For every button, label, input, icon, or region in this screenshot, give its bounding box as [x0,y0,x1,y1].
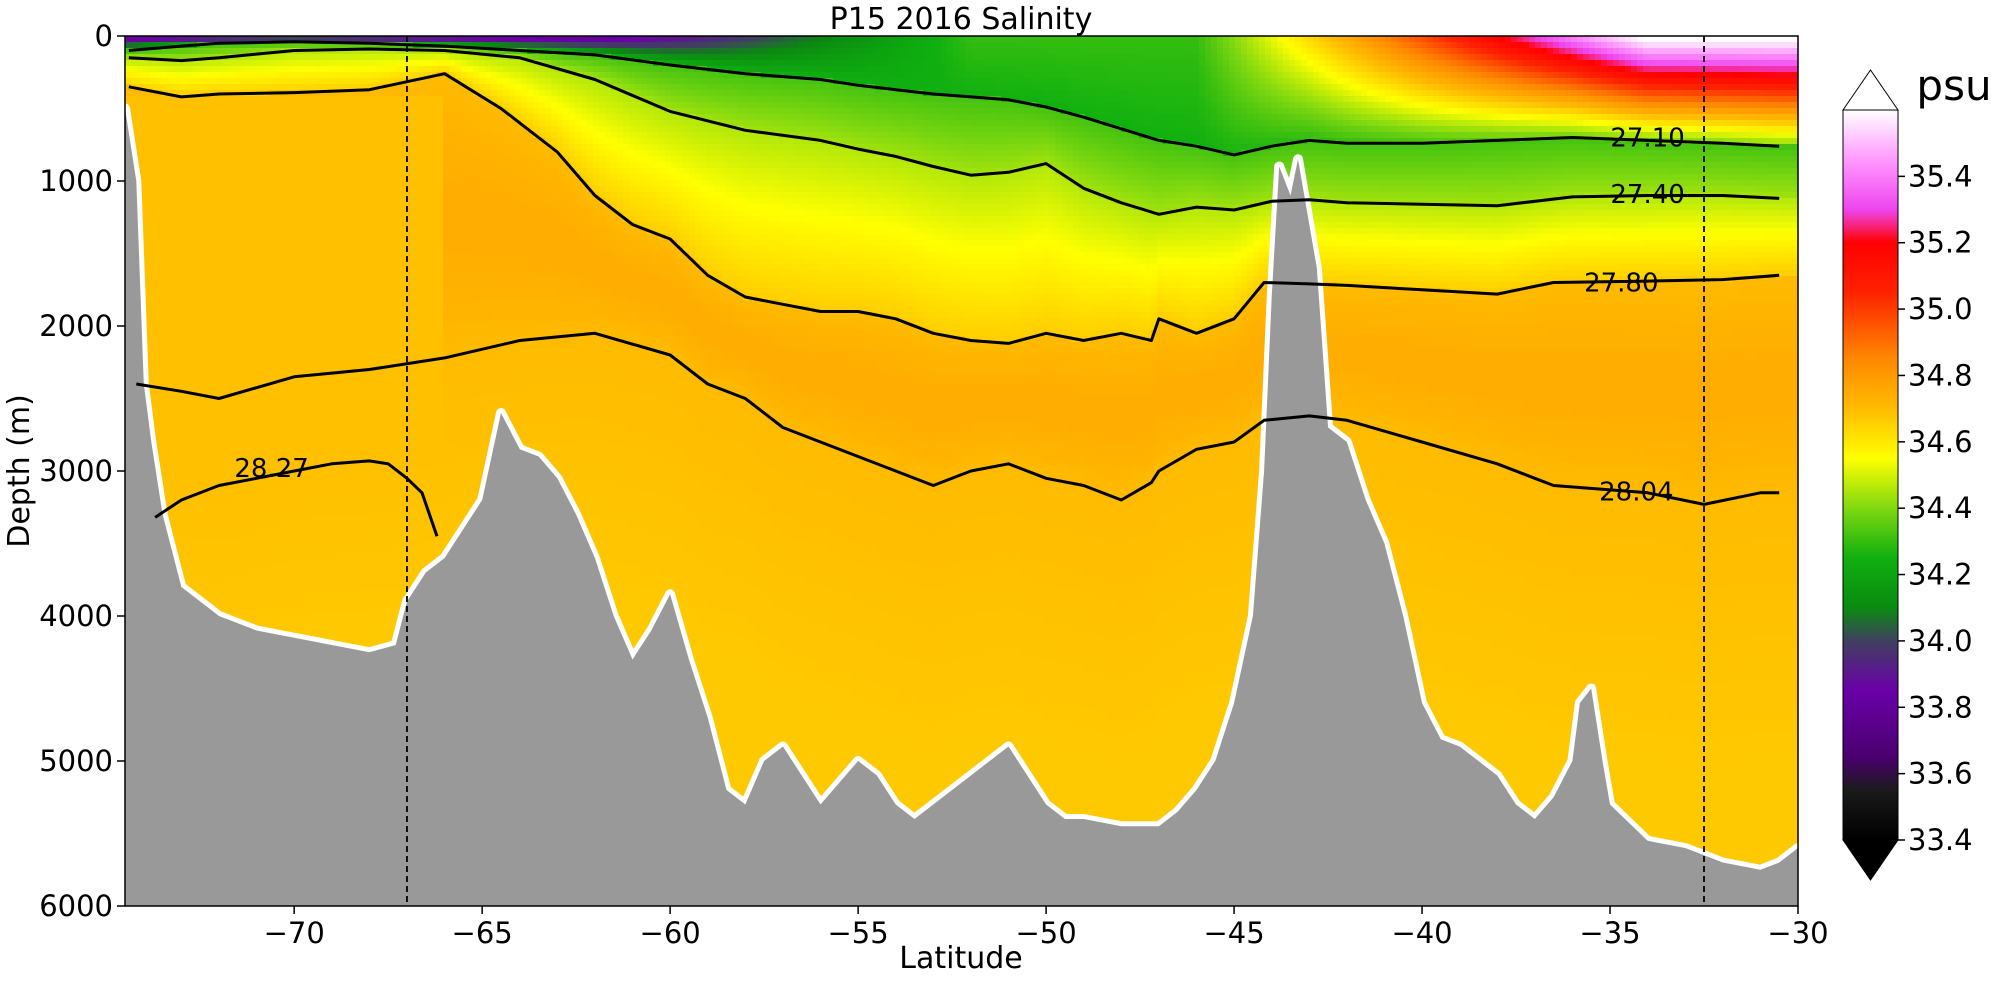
isopycnal-27-40 [128,47,1780,216]
colorbar-tick-label: 34.2 [1908,558,1973,592]
colorbar-tick-label: 34.6 [1908,425,1973,459]
isopycnal-28-04 [136,331,1780,506]
chart-title: P15 2016 Salinity [830,2,1093,37]
isopycnal-label: 28.27 [234,454,308,484]
x-tick-label: −35 [1579,916,1640,950]
isopycnal-label: 27.80 [1584,269,1658,299]
colorbar: 33.4 33.6 33.8 34.0 34.2 34.4 34.6 34.8 35.0 35.2… [1842,69,1973,881]
y-tick-label: 0 [95,19,113,53]
colorbar-tick-label: 35.2 [1908,226,1973,260]
isopycnal-label: 27.10 [1610,124,1684,154]
isopycnal-28-27 [154,459,439,537]
isopycnal-27-80 [128,72,1780,345]
colorbar-gradient [1843,110,1898,840]
colorbar-min-extend [1842,839,1899,881]
x-tick-label: −55 [828,916,889,950]
x-tick-label: −70 [264,916,325,950]
colorbar-tick-label: 34.0 [1908,624,1973,658]
colorbar-tick-label: 35.0 [1908,292,1973,326]
isopycnal-label: 27.40 [1610,180,1684,210]
x-tick-label: −60 [640,916,701,950]
y-tick-label: 2000 [39,309,113,343]
colorbar-tick-label: 35.4 [1908,159,1973,193]
y-tick-label: 4000 [39,599,113,633]
colorbar-tick-label: 33.8 [1908,690,1973,724]
colorbar-tick-label: 33.4 [1908,823,1973,857]
x-tick-label: −65 [452,916,513,950]
x-tick-label: −30 [1767,916,1828,950]
x-axis-label: Latitude [899,941,1022,976]
colorbar-tick-label: 34.4 [1908,491,1973,525]
y-tick-label: 6000 [39,889,113,923]
colorbar-label: psu [1916,61,1991,110]
y-axis-label: Depth (m) [2,394,37,548]
x-tick-label: −40 [1391,916,1452,950]
isopycnal-label: 28.04 [1599,477,1673,507]
x-tick-label: −50 [1015,916,1076,950]
colorbar-tick-label: 33.6 [1908,757,1973,791]
colorbar-tick-label: 34.8 [1908,358,1973,392]
y-tick-label: 3000 [39,454,113,488]
x-tick-label: −45 [1203,916,1264,950]
y-tick-label: 1000 [39,164,113,198]
y-tick-label: 5000 [39,744,113,778]
isopycnal-27-10 [128,40,1780,157]
colorbar-max-extend [1842,69,1899,111]
bathymetry [125,108,1798,906]
